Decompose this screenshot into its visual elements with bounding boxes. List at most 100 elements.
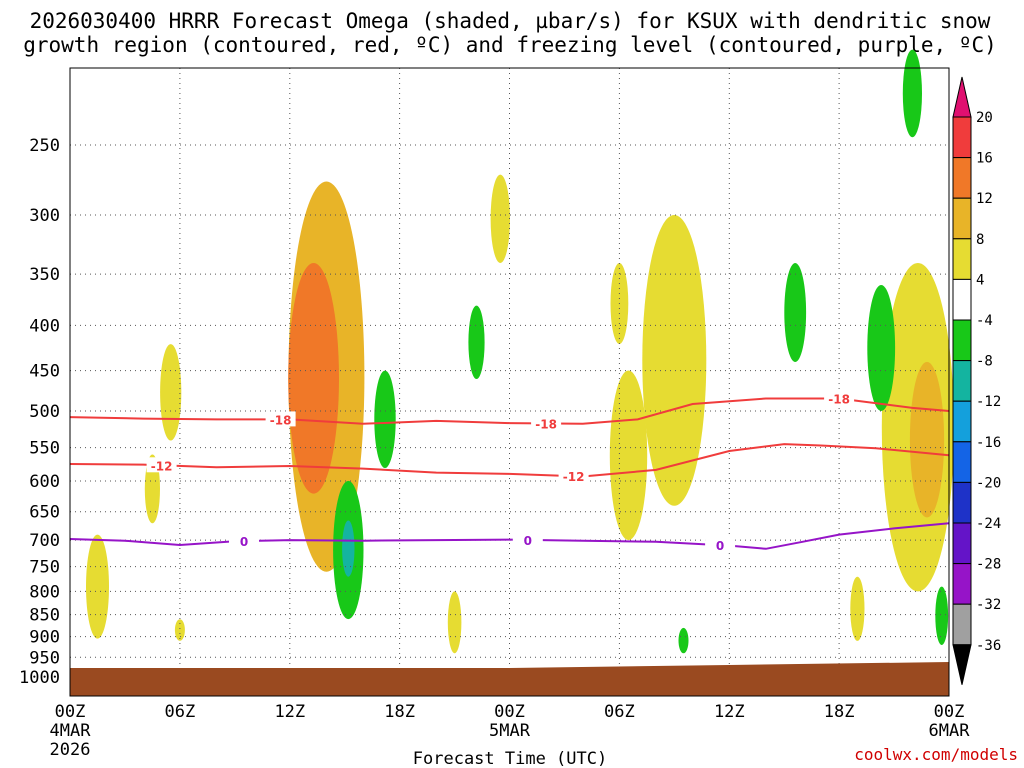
- y-axis: 2503003504004505005506006507007508008509…: [19, 136, 60, 688]
- x-tick-sublabel2-0: 2026: [50, 740, 91, 760]
- y-tick-label-550: 550: [29, 439, 60, 459]
- omega-shading-layer: [86, 49, 955, 654]
- contour-label-bg: [705, 537, 736, 553]
- y-tick-label-700: 700: [29, 531, 60, 551]
- x-tick-label-18: 18Z: [384, 702, 415, 722]
- x-tick-sublabel-24: 5MAR: [489, 721, 531, 741]
- colorbar-tick-12: -32: [976, 597, 1001, 613]
- colorbar-tick-3: 8: [976, 232, 984, 248]
- contour-label-bg: [824, 390, 855, 406]
- colorbar-segment-5: [952, 278, 972, 321]
- x-tick-sublabel-0: 4MAR: [50, 721, 92, 741]
- omega-feature-up-2: [160, 344, 182, 441]
- colorbar-tick-7: -12: [976, 394, 1001, 410]
- contour-label: -18: [828, 393, 850, 407]
- x-tick-label-36: 12Z: [714, 702, 745, 722]
- colorbar-tick-4: 4: [976, 272, 984, 288]
- colorbar-top-arrow: [952, 76, 972, 118]
- contour-label: 0: [524, 534, 532, 548]
- terrain-surface: [70, 662, 949, 696]
- omega-feature-up-0: [86, 534, 109, 639]
- colorbar-tick-6: -8: [976, 354, 993, 370]
- y-tick-label-900: 900: [29, 628, 60, 648]
- colorbar-segment-13: [952, 603, 972, 646]
- colorbar-segment-11: [952, 522, 972, 565]
- colorbar-segment-7: [952, 360, 972, 402]
- colorbar-segment-10: [952, 481, 972, 524]
- omega-feature-down-22: [342, 520, 355, 577]
- y-tick-label-600: 600: [29, 472, 60, 492]
- chart-title-line2: growth region (contoured, red, ºC) and f…: [23, 33, 997, 57]
- colorbar-segment-12: [952, 563, 972, 605]
- colorbar-tick-13: -36: [976, 638, 1001, 654]
- y-tick-label-800: 800: [29, 582, 60, 602]
- terrain-layer: [70, 662, 949, 696]
- omega-feature-up-4: [447, 591, 462, 654]
- contour-line-1: [69, 443, 950, 478]
- contour-label: -12: [563, 470, 585, 484]
- omega-feature-down-16: [784, 263, 807, 362]
- colorbar-segment-2: [952, 157, 972, 199]
- y-tick-label-750: 750: [29, 558, 60, 578]
- contour-label: -18: [270, 413, 292, 427]
- credit-text: coolwx.com/models: [854, 745, 1018, 764]
- x-tick-label-48: 00Z: [934, 702, 965, 722]
- colorbar-segment-9: [952, 441, 972, 483]
- contour-label-bg: [229, 533, 259, 548]
- x-tick-label-42: 18Z: [824, 702, 855, 722]
- y-tick-label-400: 400: [29, 316, 60, 336]
- y-tick-label-650: 650: [29, 503, 60, 523]
- y-tick-label-300: 300: [29, 206, 60, 226]
- contour-label: 0: [716, 539, 724, 553]
- colorbar-tick-8: -16: [976, 435, 1001, 451]
- omega-feature-up-5: [490, 174, 510, 263]
- x-axis-label: Forecast Time (UTC): [413, 749, 607, 768]
- colorbar-tick-9: -20: [976, 475, 1001, 491]
- x-tick-label-6: 06Z: [165, 702, 196, 722]
- grid-layer: [70, 68, 949, 696]
- contour-label-bg: [531, 415, 562, 431]
- colorbar-tick-11: -28: [976, 557, 1001, 573]
- omega-feature-up-9: [850, 576, 865, 641]
- colorbar-bottom-arrow: [952, 644, 972, 685]
- colorbar-tick-10: -24: [976, 516, 1001, 532]
- contour-line-0: [69, 397, 950, 425]
- y-tick-label-500: 500: [29, 402, 60, 422]
- contour-label: 0: [240, 535, 248, 549]
- contour-label-bg: [558, 468, 589, 484]
- colorbar-segment-3: [952, 197, 972, 240]
- colorbar-tick-2: 12: [976, 191, 993, 207]
- contour-label-bg: [146, 457, 177, 473]
- y-tick-label-1000: 1000: [19, 668, 60, 688]
- colorbar: 20 16 12 8 4 -4 -8 -12 -16 -20 -24 -28 -32 -36: [952, 76, 1001, 685]
- colorbar-tick-1: 16: [976, 151, 993, 167]
- contour-line-2: [69, 522, 950, 550]
- colorbar-tick-5: -4: [976, 313, 993, 329]
- omega-feature-down-17: [867, 285, 896, 411]
- colorbar-segment-6: [952, 319, 972, 362]
- chart-title-line1: 2026030400 HRRR Forecast Omega (shaded, …: [30, 9, 991, 33]
- y-tick-label-250: 250: [29, 136, 60, 156]
- omega-feature-down-15: [678, 627, 689, 654]
- contour-label-bg: [512, 531, 543, 547]
- omega-feature-down-14: [468, 305, 485, 379]
- y-tick-label-850: 850: [29, 606, 60, 626]
- omega-feature-up-19: [909, 361, 945, 518]
- x-tick-label-24: 00Z: [494, 702, 525, 722]
- x-tick-label-30: 06Z: [604, 702, 635, 722]
- omega-feature-down-20: [935, 586, 949, 645]
- colorbar-tick-0: 20: [976, 110, 993, 126]
- y-tick-label-350: 350: [29, 265, 60, 285]
- x-tick-label-12: 12Z: [274, 702, 305, 722]
- x-tick-label-0: 00Z: [55, 702, 86, 722]
- omega-feature-down-13: [374, 370, 396, 468]
- contour-label: -12: [151, 459, 173, 473]
- colorbar-segment-1: [952, 116, 972, 159]
- y-tick-label-950: 950: [29, 648, 60, 668]
- contour-label-bg: [265, 411, 296, 427]
- omega-feature-up-3: [174, 619, 185, 641]
- colorbar-segment-8: [952, 400, 972, 443]
- y-tick-label-450: 450: [29, 362, 60, 382]
